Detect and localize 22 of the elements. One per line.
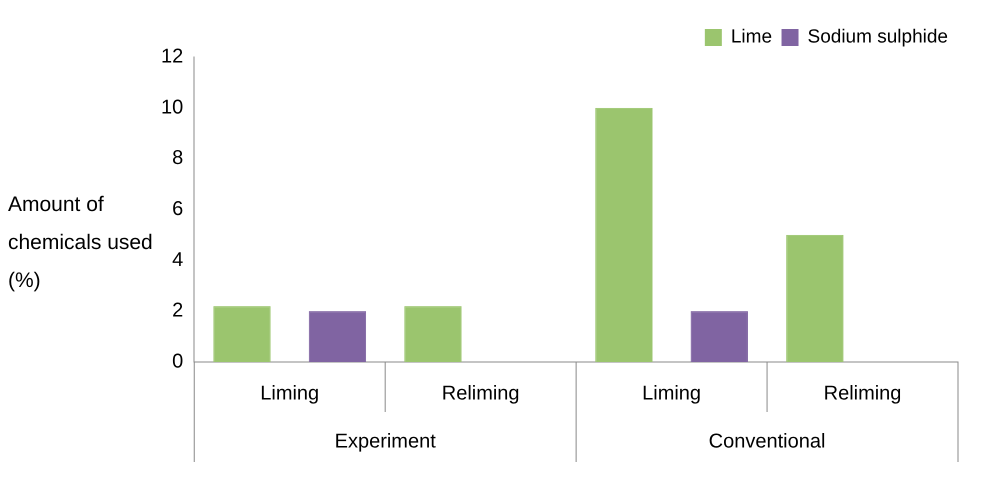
- y-axis-title: Amount of chemicals used (%): [8, 192, 154, 294]
- y-tick-label: 6: [172, 198, 184, 220]
- bar: [404, 306, 462, 362]
- y-tick-label: 8: [172, 147, 184, 170]
- x-tick-label: Reliming: [442, 382, 520, 405]
- y-tick-label: 12: [160, 46, 184, 68]
- y-tick-label: 0: [172, 350, 184, 373]
- x-tick-label: Liming: [642, 382, 702, 405]
- bar: [786, 234, 844, 362]
- y-tick-label: 10: [160, 96, 184, 118]
- x-tick-label: Reliming: [824, 382, 902, 405]
- y-tick-label: 2: [172, 300, 184, 322]
- text: Conventional: [708, 430, 826, 453]
- legend-label: Lime: [730, 26, 772, 48]
- text: Experiment: [334, 430, 436, 453]
- bar: [308, 311, 366, 362]
- x-tick-label: Liming: [260, 382, 320, 405]
- y-tick-label: 4: [172, 248, 184, 271]
- bar: [595, 108, 652, 362]
- bar: [690, 311, 748, 362]
- bar: [213, 306, 271, 362]
- legend-label: Sodium sulphide: [808, 26, 948, 48]
